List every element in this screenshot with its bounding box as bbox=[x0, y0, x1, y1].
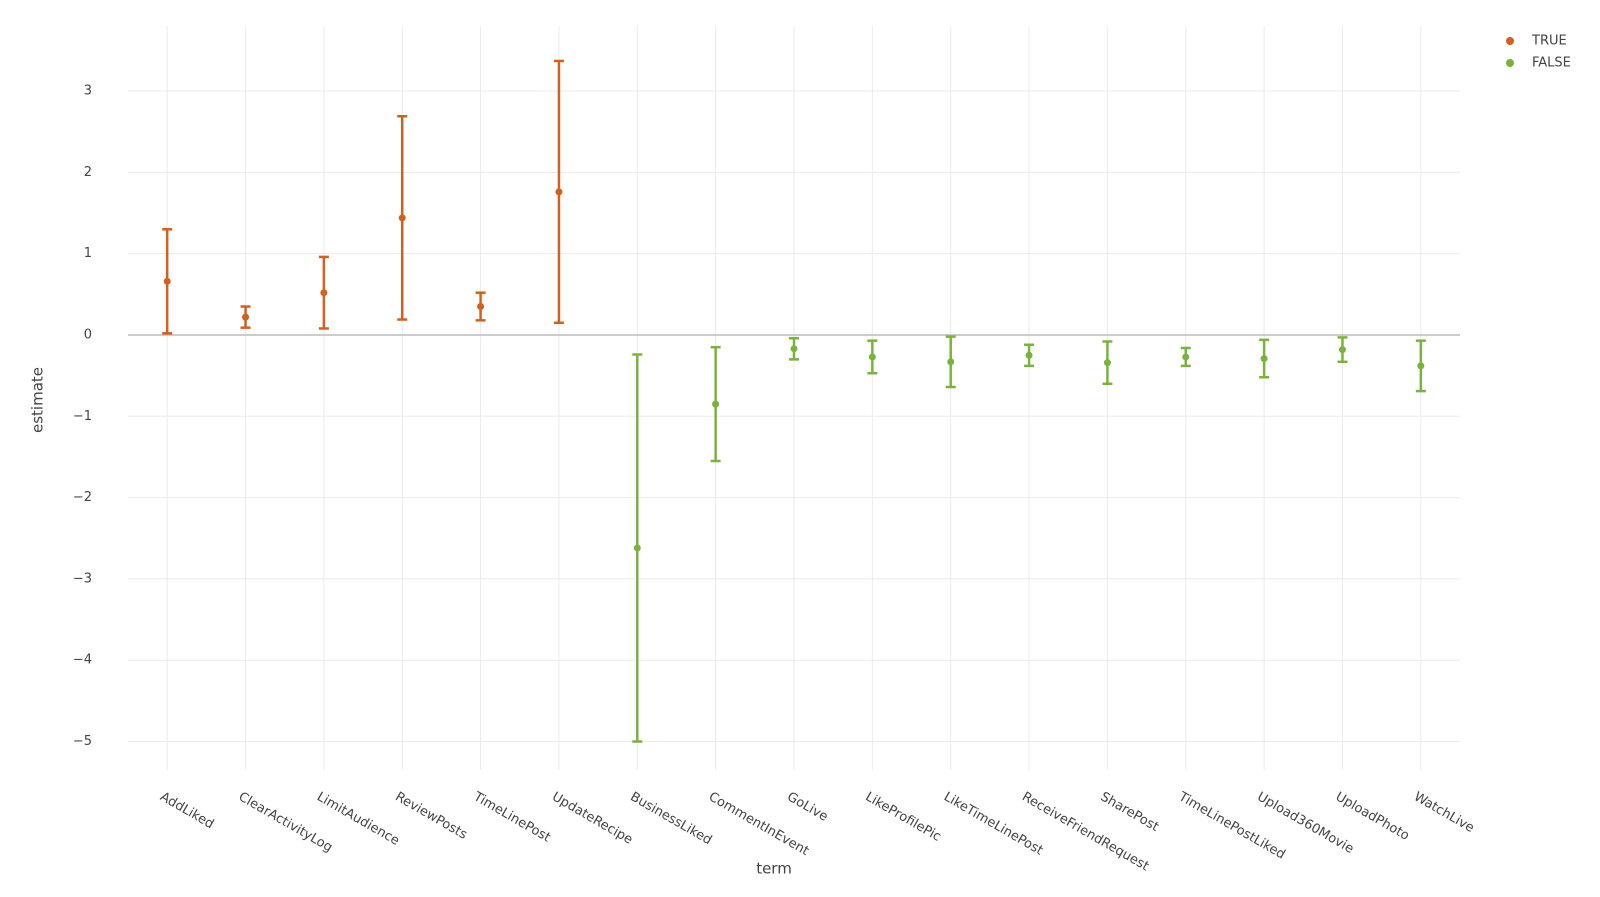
point bbox=[242, 313, 250, 321]
point bbox=[712, 400, 720, 408]
y-tick-label: −1 bbox=[73, 409, 92, 424]
point bbox=[1260, 355, 1268, 363]
x-tick-label: GoLive bbox=[784, 790, 830, 825]
x-tick-label: UploadPhoto bbox=[1333, 790, 1412, 844]
y-tick-label: −4 bbox=[73, 653, 92, 668]
x-tick-label: WatchLive bbox=[1411, 790, 1477, 837]
x-tick-label: LikeProfilePic bbox=[863, 790, 944, 845]
point bbox=[1182, 353, 1190, 361]
point bbox=[790, 345, 798, 353]
point bbox=[868, 353, 876, 361]
point bbox=[1025, 351, 1033, 359]
point bbox=[947, 358, 955, 366]
x-tick-label: AddLiked bbox=[157, 790, 216, 833]
legend-label: FALSE bbox=[1532, 56, 1571, 71]
y-tick-label: 2 bbox=[84, 165, 92, 180]
x-tick-label: ReviewPosts bbox=[392, 790, 469, 843]
x-tick-label: BusinessLiked bbox=[628, 790, 715, 849]
x-tick-label: SharePost bbox=[1098, 790, 1162, 835]
x-axis-title: term bbox=[756, 860, 792, 878]
x-tick-label: UpdateRecipe bbox=[549, 790, 635, 848]
legend-marker bbox=[1506, 37, 1514, 45]
point bbox=[1103, 359, 1111, 367]
y-tick-label: −3 bbox=[73, 571, 92, 586]
x-tick-label: TimeLinePost bbox=[470, 789, 553, 846]
point bbox=[320, 289, 328, 297]
x-tick-label: ReceiveFriendRequest bbox=[1019, 790, 1151, 875]
point bbox=[1338, 346, 1346, 354]
y-tick-label: −2 bbox=[73, 490, 92, 505]
point bbox=[477, 303, 485, 311]
point bbox=[633, 544, 641, 552]
point bbox=[163, 277, 171, 285]
point bbox=[555, 188, 563, 196]
point bbox=[1417, 362, 1425, 370]
y-tick-label: 1 bbox=[84, 246, 92, 261]
legend-marker bbox=[1506, 59, 1514, 67]
y-axis-title: estimate bbox=[29, 367, 47, 433]
legend-label: TRUE bbox=[1531, 34, 1567, 49]
y-tick-label: 3 bbox=[84, 84, 92, 99]
point bbox=[398, 214, 406, 222]
y-tick-label: −5 bbox=[73, 734, 92, 749]
y-tick-label: 0 bbox=[84, 327, 92, 342]
